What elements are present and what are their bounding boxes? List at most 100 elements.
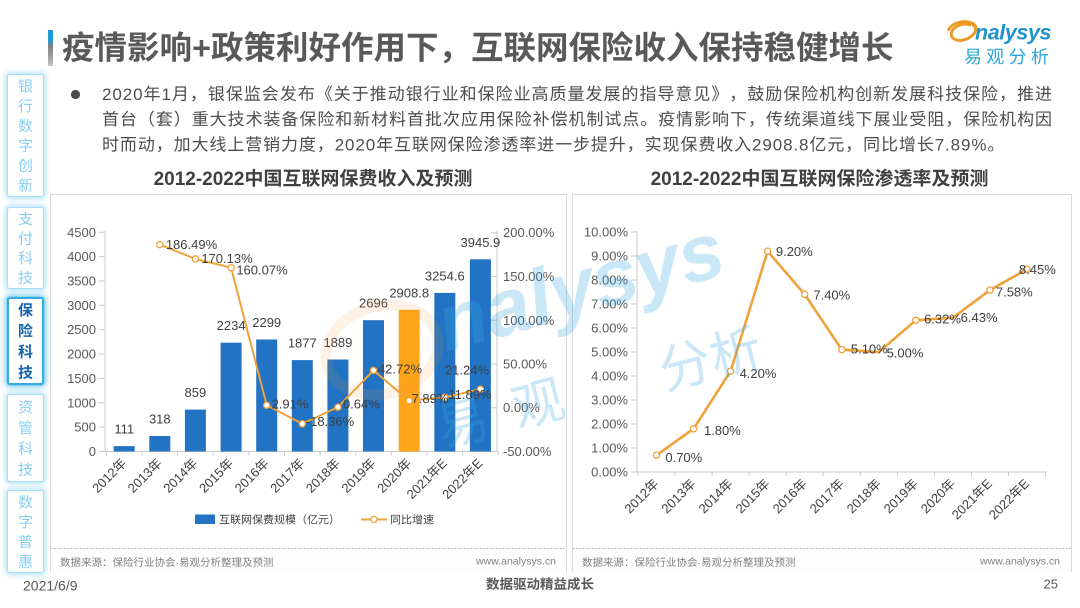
svg-text:1500: 1500 <box>67 371 96 386</box>
svg-text:318: 318 <box>149 412 171 427</box>
svg-text:170.13%: 170.13% <box>201 251 253 266</box>
svg-text:·: · <box>698 557 702 569</box>
svg-text:www.analysys.cn: www.analysys.cn <box>979 556 1060 568</box>
svg-text:1000: 1000 <box>67 395 96 410</box>
svg-text:1877: 1877 <box>288 336 317 351</box>
svg-text:42.72%: 42.72% <box>378 361 423 376</box>
svg-text:2021: 2021 <box>949 491 980 522</box>
svg-text:4.00%: 4.00% <box>591 369 628 384</box>
svg-text:25: 25 <box>1044 577 1058 592</box>
svg-text:+: + <box>192 30 211 66</box>
svg-text:2019: 2019 <box>338 465 369 496</box>
svg-text:2000: 2000 <box>67 347 96 362</box>
svg-text:2022: 2022 <box>439 471 470 502</box>
svg-text:2908.8: 2908.8 <box>389 285 429 300</box>
svg-text:2015: 2015 <box>196 465 227 496</box>
svg-text:7.40%: 7.40% <box>813 287 850 302</box>
svg-text:2014: 2014 <box>160 465 191 496</box>
svg-text:111: 111 <box>114 422 134 437</box>
svg-text:-18.36%: -18.36% <box>306 414 355 429</box>
svg-text:2012: 2012 <box>621 485 652 516</box>
svg-text:3.00%: 3.00% <box>591 393 628 408</box>
svg-text:2012-2022: 2012-2022 <box>154 169 245 190</box>
svg-text:2021: 2021 <box>404 471 435 502</box>
svg-text:2019: 2019 <box>881 485 912 516</box>
svg-text:11.89%: 11.89% <box>448 387 492 402</box>
svg-text:2020: 2020 <box>918 485 949 516</box>
svg-text:2022: 2022 <box>986 491 1017 522</box>
svg-text:3000: 3000 <box>67 298 96 313</box>
svg-text:5.00%: 5.00% <box>887 345 924 360</box>
svg-text:2013: 2013 <box>125 465 156 496</box>
svg-text:100.00%: 100.00% <box>503 313 555 328</box>
svg-text:2.91%: 2.91% <box>272 397 309 412</box>
svg-text:7.00%: 7.00% <box>591 297 628 312</box>
svg-text:2020: 2020 <box>374 465 405 496</box>
svg-text:7.89%: 7.89% <box>935 135 988 154</box>
svg-text:3500: 3500 <box>67 274 96 289</box>
svg-text:9.00%: 9.00% <box>591 249 628 264</box>
svg-text:50.00%: 50.00% <box>503 357 548 372</box>
svg-text:2021/6/9: 2021/6/9 <box>23 578 78 594</box>
svg-text:7.89%: 7.89% <box>412 391 449 406</box>
svg-text:E: E <box>1015 476 1032 493</box>
svg-text:-50.00%: -50.00% <box>503 444 552 459</box>
svg-text:2908.8: 2908.8 <box>752 135 809 154</box>
svg-text:2016: 2016 <box>232 465 263 496</box>
svg-text:nalysys: nalysys <box>975 21 1052 45</box>
svg-text:0: 0 <box>89 444 96 459</box>
svg-text:0.70%: 0.70% <box>665 450 702 465</box>
svg-text:160.07%: 160.07% <box>236 263 288 278</box>
svg-text:E: E <box>978 476 995 493</box>
svg-text:6.32%: 6.32% <box>924 312 961 327</box>
svg-text:186.49%: 186.49% <box>166 237 218 252</box>
svg-text:2012-2022: 2012-2022 <box>651 169 742 190</box>
svg-text:0.64%: 0.64% <box>343 397 380 412</box>
svg-text:200.00%: 200.00% <box>503 225 555 240</box>
svg-text:10.00%: 10.00% <box>584 225 629 240</box>
svg-text:500: 500 <box>74 420 96 435</box>
svg-text:2016: 2016 <box>770 485 801 516</box>
svg-text:0.00%: 0.00% <box>503 400 540 415</box>
svg-text:2017: 2017 <box>267 465 298 496</box>
svg-text:2017: 2017 <box>807 485 838 516</box>
svg-text:2020: 2020 <box>102 85 143 104</box>
svg-text:2234: 2234 <box>217 318 246 333</box>
svg-text:8.00%: 8.00% <box>591 273 628 288</box>
svg-text:4000: 4000 <box>67 249 96 264</box>
svg-text:8.45%: 8.45% <box>1019 262 1056 277</box>
svg-text:859: 859 <box>185 385 207 400</box>
svg-text:5.10%: 5.10% <box>851 342 888 357</box>
svg-text:2299: 2299 <box>252 315 281 330</box>
svg-text:1.00%: 1.00% <box>591 441 628 456</box>
svg-text:2018: 2018 <box>844 485 875 516</box>
svg-text:9.20%: 9.20% <box>776 244 813 259</box>
svg-text:6.00%: 6.00% <box>591 321 628 336</box>
svg-text:2014: 2014 <box>695 485 726 516</box>
svg-text:E: E <box>469 455 486 472</box>
svg-text:1889: 1889 <box>323 335 352 350</box>
svg-text:6.43%: 6.43% <box>961 310 998 325</box>
svg-text:2012: 2012 <box>89 465 120 496</box>
svg-text:3254.6: 3254.6 <box>425 268 465 283</box>
svg-text:4500: 4500 <box>67 225 96 240</box>
svg-text:2020: 2020 <box>335 135 376 154</box>
svg-text:2015: 2015 <box>732 485 763 516</box>
svg-text:2696: 2696 <box>359 296 388 311</box>
svg-text:2500: 2500 <box>67 322 96 337</box>
svg-text:1: 1 <box>161 85 171 104</box>
svg-text:E: E <box>433 455 450 472</box>
svg-text:5.00%: 5.00% <box>591 345 628 360</box>
svg-text:2.00%: 2.00% <box>591 417 628 432</box>
svg-text:21.24%: 21.24% <box>445 363 490 378</box>
svg-text:www.analysys.cn: www.analysys.cn <box>475 556 556 568</box>
svg-text:4.20%: 4.20% <box>740 366 777 381</box>
svg-text:150.00%: 150.00% <box>503 269 555 284</box>
svg-text:2018: 2018 <box>303 465 334 496</box>
svg-text:2013: 2013 <box>658 485 689 516</box>
svg-text:·: · <box>176 557 180 569</box>
svg-text:0.00%: 0.00% <box>591 465 628 480</box>
svg-text:3945.9: 3945.9 <box>461 235 501 250</box>
svg-text:1.80%: 1.80% <box>704 423 741 438</box>
svg-text:7.58%: 7.58% <box>996 285 1033 300</box>
